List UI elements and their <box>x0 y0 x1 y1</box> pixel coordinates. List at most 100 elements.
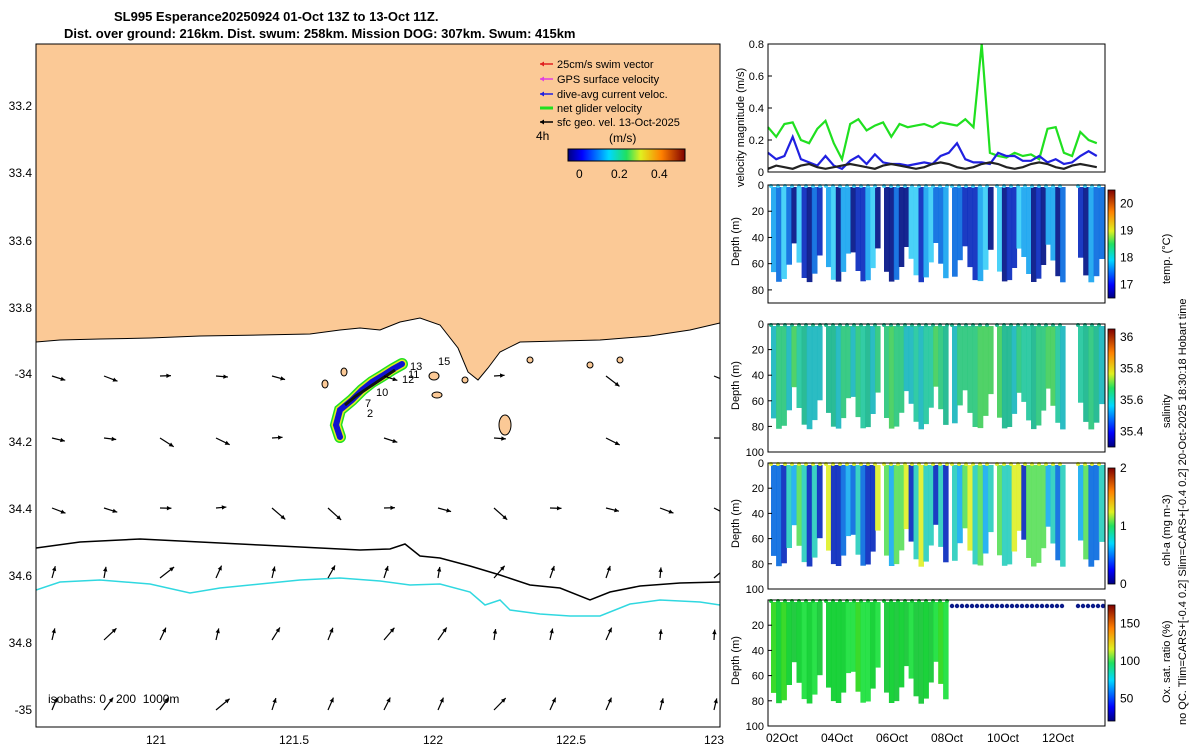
depth-ytick: 40 <box>752 232 764 244</box>
geostrophic-velocity-arrows <box>51 373 720 711</box>
isobath-200m <box>36 538 720 601</box>
geo-arrow <box>549 565 555 579</box>
geo-arrow <box>437 627 448 641</box>
geo-arrow <box>493 697 507 711</box>
geo-arrow <box>215 505 227 510</box>
depth-ytick: 100 <box>746 584 764 596</box>
geo-arrow <box>713 375 720 380</box>
date-xtick: 04Oct <box>821 731 854 745</box>
depth-ytick: 80 <box>752 421 764 433</box>
colorbar-title: (m/s) <box>609 131 636 145</box>
glider-track <box>329 358 408 443</box>
geo-arrow <box>549 697 557 711</box>
colorbar-tick: 19 <box>1120 224 1134 238</box>
map-ytick: 33.8 <box>9 301 33 315</box>
velocity-ylabel: velocity magnitude (m/s) <box>735 68 747 187</box>
velocity-ytick: 0.4 <box>749 103 764 115</box>
map-ytick: 33.2 <box>9 99 33 113</box>
depth-ytick: 80 <box>752 559 764 571</box>
colorbar-label: temp. (°C) <box>1161 234 1173 284</box>
map-legend: 25cm/s swim vector GPS surface velocity … <box>536 59 686 181</box>
profile-frame <box>767 184 1106 304</box>
depth-ytick: 80 <box>752 696 764 708</box>
geo-arrow <box>51 566 57 579</box>
depth-ylabel: Depth (m) <box>730 217 742 266</box>
track-label-11: 11 <box>408 369 419 381</box>
geo-arrow <box>215 565 223 579</box>
geo-arrow <box>658 629 663 641</box>
map-yaxis: 33.2 33.4 33.6 33.8 -34 34.2 34.4 34.6 3… <box>9 99 33 717</box>
map-xtick-123: 123 <box>704 733 724 747</box>
geo-arrow <box>215 698 230 711</box>
geo-arrow <box>51 375 66 381</box>
map-frame <box>35 43 721 728</box>
map-ytick: -35 <box>15 703 33 717</box>
colorbar-tick: 35.6 <box>1120 393 1144 407</box>
map-ytick: 34.6 <box>9 569 33 583</box>
geo-arrow <box>383 505 395 510</box>
map-xtick-122: 122 <box>423 733 443 747</box>
geo-arrow <box>159 566 175 579</box>
isobath-1000m <box>36 577 720 617</box>
colorbar-label: chl-a (mg m-3) <box>1161 494 1173 566</box>
depth-ytick: 0 <box>758 458 764 470</box>
profile-frame <box>767 599 1106 727</box>
geo-arrow <box>327 565 336 579</box>
velocity-ytick: 0 <box>758 167 764 179</box>
geo-arrow <box>658 567 663 579</box>
profile-colorbar <box>1107 604 1116 722</box>
depth-ytick: 60 <box>752 396 764 408</box>
geo-arrow <box>103 375 118 382</box>
legend-label: dive-avg current veloc. <box>557 89 668 101</box>
geo-arrow <box>549 628 554 641</box>
colorbar-tick: 20 <box>1120 197 1134 211</box>
geo-arrow <box>159 505 172 511</box>
depth-ylabel: Depth (m) <box>730 361 742 410</box>
depth-ytick: 0 <box>758 180 764 192</box>
colorbar-tick: 35.4 <box>1120 424 1144 438</box>
geo-arrow <box>159 437 175 448</box>
geo-arrow <box>383 697 391 711</box>
geo-arrow <box>51 437 66 443</box>
colorbar-tick: 1 <box>1120 519 1127 533</box>
map-xtick-121.5: 121.5 <box>279 733 309 747</box>
geo-arrow <box>605 697 613 711</box>
track-label-10: 10 <box>376 387 388 399</box>
geo-arrow <box>271 375 286 381</box>
depth-ytick: 40 <box>752 645 764 657</box>
geo-arrow <box>103 507 118 513</box>
geo-arrow <box>383 565 389 579</box>
geo-arrow <box>271 697 277 711</box>
geo-arrow <box>271 566 276 579</box>
map-ytick: 34.4 <box>9 502 33 516</box>
profile-panel: 0 20 40 60 80 Depth (m) 17 18 19 20 temp. (°C) <box>730 180 1173 304</box>
colorbar-tick: 0 <box>576 167 583 181</box>
colorbar-tick: 35.8 <box>1120 361 1144 375</box>
geo-arrow <box>492 628 498 641</box>
depth-ytick: 0 <box>758 319 764 331</box>
geo-arrow <box>271 507 286 520</box>
map-ytick: 34.2 <box>9 435 33 449</box>
geo-arrow <box>159 373 171 378</box>
colorbar-tick: 0.2 <box>611 167 628 181</box>
velocity-lines <box>767 43 1098 171</box>
geo-arrow <box>712 629 717 641</box>
colorbar-tick: 0 <box>1120 577 1127 591</box>
profile-colorbar <box>1107 467 1116 585</box>
geo-arrow <box>437 507 452 513</box>
hours-label: 4h <box>536 129 549 143</box>
depth-ytick: 60 <box>752 534 764 546</box>
profile-panel: 0 20 40 60 80 100 Depth (m) 0 1 2 chl-a (mg m-3) <box>730 458 1173 596</box>
geo-arrow <box>549 506 562 511</box>
geo-arrow <box>605 565 611 579</box>
geo-arrow <box>493 565 506 579</box>
geo-arrow <box>383 627 395 641</box>
geo-arrow <box>271 435 283 440</box>
geo-arrow <box>437 697 445 711</box>
geo-arrow <box>159 697 170 711</box>
colorbar-label: Ox. sat. ratio (%) <box>1161 620 1173 703</box>
velocity-series-line <box>767 43 1098 163</box>
geo-arrow <box>103 697 114 711</box>
map-ytick: 34.8 <box>9 636 33 650</box>
